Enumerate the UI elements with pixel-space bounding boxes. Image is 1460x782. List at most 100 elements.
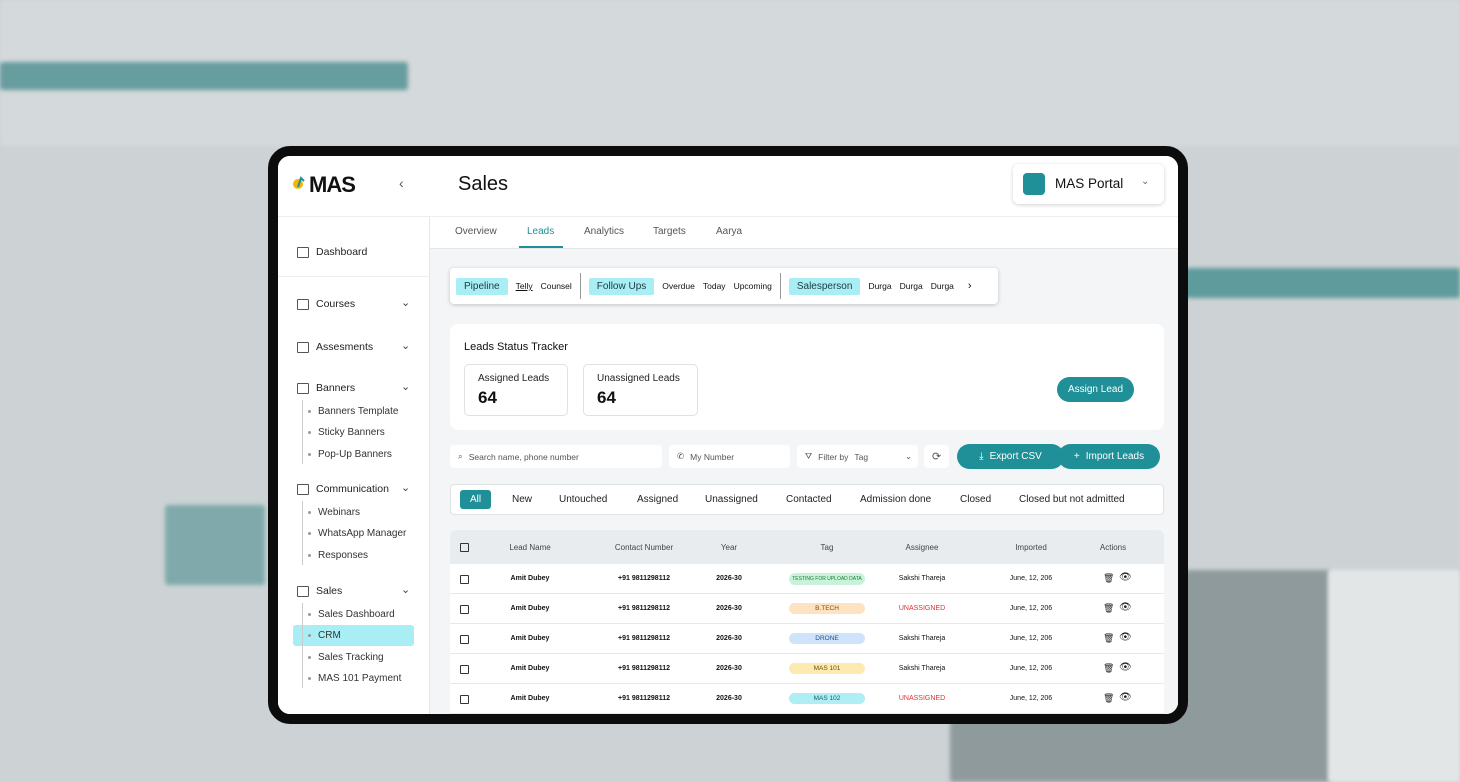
view-icon[interactable]: 👁 <box>1119 602 1132 613</box>
import-leads-button[interactable]: + Import Leads <box>1058 444 1160 469</box>
chevron: ⌄ <box>401 340 411 352</box>
sidebar-subitem[interactable]: MAS 101 Payment <box>318 672 402 684</box>
sidebar-subitem[interactable]: Sticky Banners <box>318 427 385 439</box>
view-icon[interactable]: 👁 <box>1119 692 1132 703</box>
delete-icon[interactable]: 🗑 <box>1103 603 1115 613</box>
pipeline-option[interactable]: Durga <box>868 281 892 291</box>
table-cell: Amit Dubey <box>510 635 550 642</box>
stat-label: Assigned Leads <box>478 373 550 384</box>
import-label: Import Leads <box>1085 451 1145 462</box>
bullet <box>308 452 311 456</box>
filter-tab[interactable]: New <box>512 494 533 505</box>
sidebar-icon <box>297 342 309 353</box>
device-frame: MAS ‹ Sales MAS Portal ⌄ Pipeline Telly Co… <box>268 146 1188 724</box>
table-cell: 2026-30 <box>716 665 742 672</box>
table-cell: June, 12, 206 <box>1009 605 1053 612</box>
filter-tab[interactable]: Admission done <box>860 494 932 505</box>
delete-icon[interactable]: 🗑 <box>1103 663 1115 673</box>
view-icon[interactable]: 👁 <box>1119 572 1132 583</box>
sidebar-subitem[interactable]: Banners Template <box>318 406 399 417</box>
collapse-button[interactable]: ‹ <box>399 175 404 191</box>
view-icon[interactable]: 👁 <box>1119 662 1132 673</box>
tag-filter[interactable]: ⛛ Filter by Tag ⌄ <box>797 445 918 468</box>
sidebar-subitem[interactable]: Webinars <box>318 507 361 518</box>
pipeline-option[interactable]: Counsel <box>540 281 572 291</box>
pipeline-group[interactable]: Pipeline <box>456 277 508 295</box>
chevron: ⌄ <box>401 482 411 494</box>
pipeline-option[interactable]: Overdue <box>662 281 695 291</box>
filter-tab[interactable]: All <box>460 490 492 509</box>
tabs-border <box>430 248 1178 249</box>
table-cell: June, 12, 206 <box>1009 695 1053 702</box>
tab[interactable]: Leads <box>527 226 555 237</box>
sidebar-subitem[interactable]: Pop-Up Banners <box>318 448 392 460</box>
tab[interactable]: Targets <box>653 226 686 237</box>
checkbox[interactable] <box>460 665 469 674</box>
sidebar-item[interactable]: Dashboard <box>316 246 368 258</box>
search-placeholder: Search name, phone number <box>468 451 579 462</box>
sidebar-item[interactable]: Banners <box>316 382 356 394</box>
page-title: Sales <box>458 173 509 195</box>
column-header: Assignee <box>905 543 939 552</box>
assign-lead-button[interactable]: Assign Lead <box>1057 377 1134 402</box>
filter-tab[interactable]: Assigned <box>637 494 679 505</box>
stat-value: 64 <box>597 388 616 407</box>
sidebar-subitem[interactable]: Responses <box>318 549 369 561</box>
row-border <box>450 683 1164 684</box>
scroll-arrow[interactable]: › <box>967 280 972 292</box>
sidebar-item[interactable]: Courses <box>316 298 356 310</box>
sidebar-item[interactable]: Communication <box>316 483 389 495</box>
sidebar-subitem[interactable]: Sales Tracking <box>318 651 384 663</box>
filter-tab[interactable]: Closed <box>960 494 992 505</box>
delete-icon[interactable]: 🗑 <box>1103 573 1115 583</box>
sidebar-subitem[interactable]: Sales Dashboard <box>318 609 395 620</box>
export-csv-button[interactable]: ⤓ Export CSV <box>957 444 1064 469</box>
table-cell: 2026-30 <box>716 695 742 702</box>
sidebar-icon <box>297 586 309 597</box>
checkbox[interactable] <box>460 635 469 644</box>
tab-underline <box>519 246 563 248</box>
tab[interactable]: Analytics <box>584 226 625 237</box>
tab[interactable]: Overview <box>455 226 497 237</box>
table-cell: 2026-30 <box>716 575 742 582</box>
sidebar-subitem[interactable]: CRM <box>318 630 341 642</box>
row-border <box>450 593 1164 594</box>
sidebar-item[interactable]: Assesments <box>316 341 374 353</box>
refresh-button[interactable]: ⟳ <box>924 445 949 468</box>
pipeline-group[interactable]: Follow Ups <box>588 277 655 295</box>
column-header: Lead Name <box>509 543 551 552</box>
checkbox[interactable] <box>460 575 469 584</box>
pipeline-option[interactable]: Durga <box>930 281 954 291</box>
view-icon[interactable]: 👁 <box>1119 632 1132 643</box>
table-cell: 2026-30 <box>716 605 742 612</box>
column-header: Tag <box>820 543 834 552</box>
checkbox[interactable] <box>460 543 469 552</box>
tree-line <box>302 400 303 464</box>
filter-tab[interactable]: Unassigned <box>705 494 758 505</box>
pipeline-group[interactable]: Salesperson <box>788 277 861 295</box>
pipeline-option[interactable]: Upcoming <box>733 281 772 291</box>
sidebar-icon <box>297 247 309 258</box>
bullet <box>308 553 311 557</box>
checkbox[interactable] <box>460 605 469 614</box>
table-cell: UNASSIGNED <box>898 695 946 702</box>
filter-tab[interactable]: Contacted <box>786 494 832 505</box>
tag-chip: TESTING FOR UPLOAD DATA <box>789 573 865 585</box>
number-input[interactable]: ✆ My Number <box>669 445 790 468</box>
delete-icon[interactable]: 🗑 <box>1103 633 1115 643</box>
checkbox[interactable] <box>460 695 469 704</box>
portal-switcher[interactable]: MAS Portal ⌄ <box>1013 164 1164 204</box>
pipeline-option[interactable]: Telly <box>515 281 533 291</box>
filter-tab[interactable]: Closed but not admitted <box>1019 494 1125 505</box>
pipeline-option[interactable]: Durga <box>899 281 923 291</box>
sidebar-subitem[interactable]: WhatsApp Manager <box>318 528 407 540</box>
header-border <box>278 216 1178 217</box>
tab[interactable]: Aarya <box>716 226 743 237</box>
filter-tab[interactable]: Untouched <box>559 494 608 505</box>
search-input[interactable]: ⌕ Search name, phone number <box>450 445 662 468</box>
column-header: Year <box>720 543 738 552</box>
delete-icon[interactable]: 🗑 <box>1103 693 1115 703</box>
sidebar-item[interactable]: Sales <box>316 585 343 597</box>
pipeline-option[interactable]: Today <box>702 281 726 291</box>
status-filters: All New Untouched Assigned Unassigned Contact… <box>450 484 1164 515</box>
